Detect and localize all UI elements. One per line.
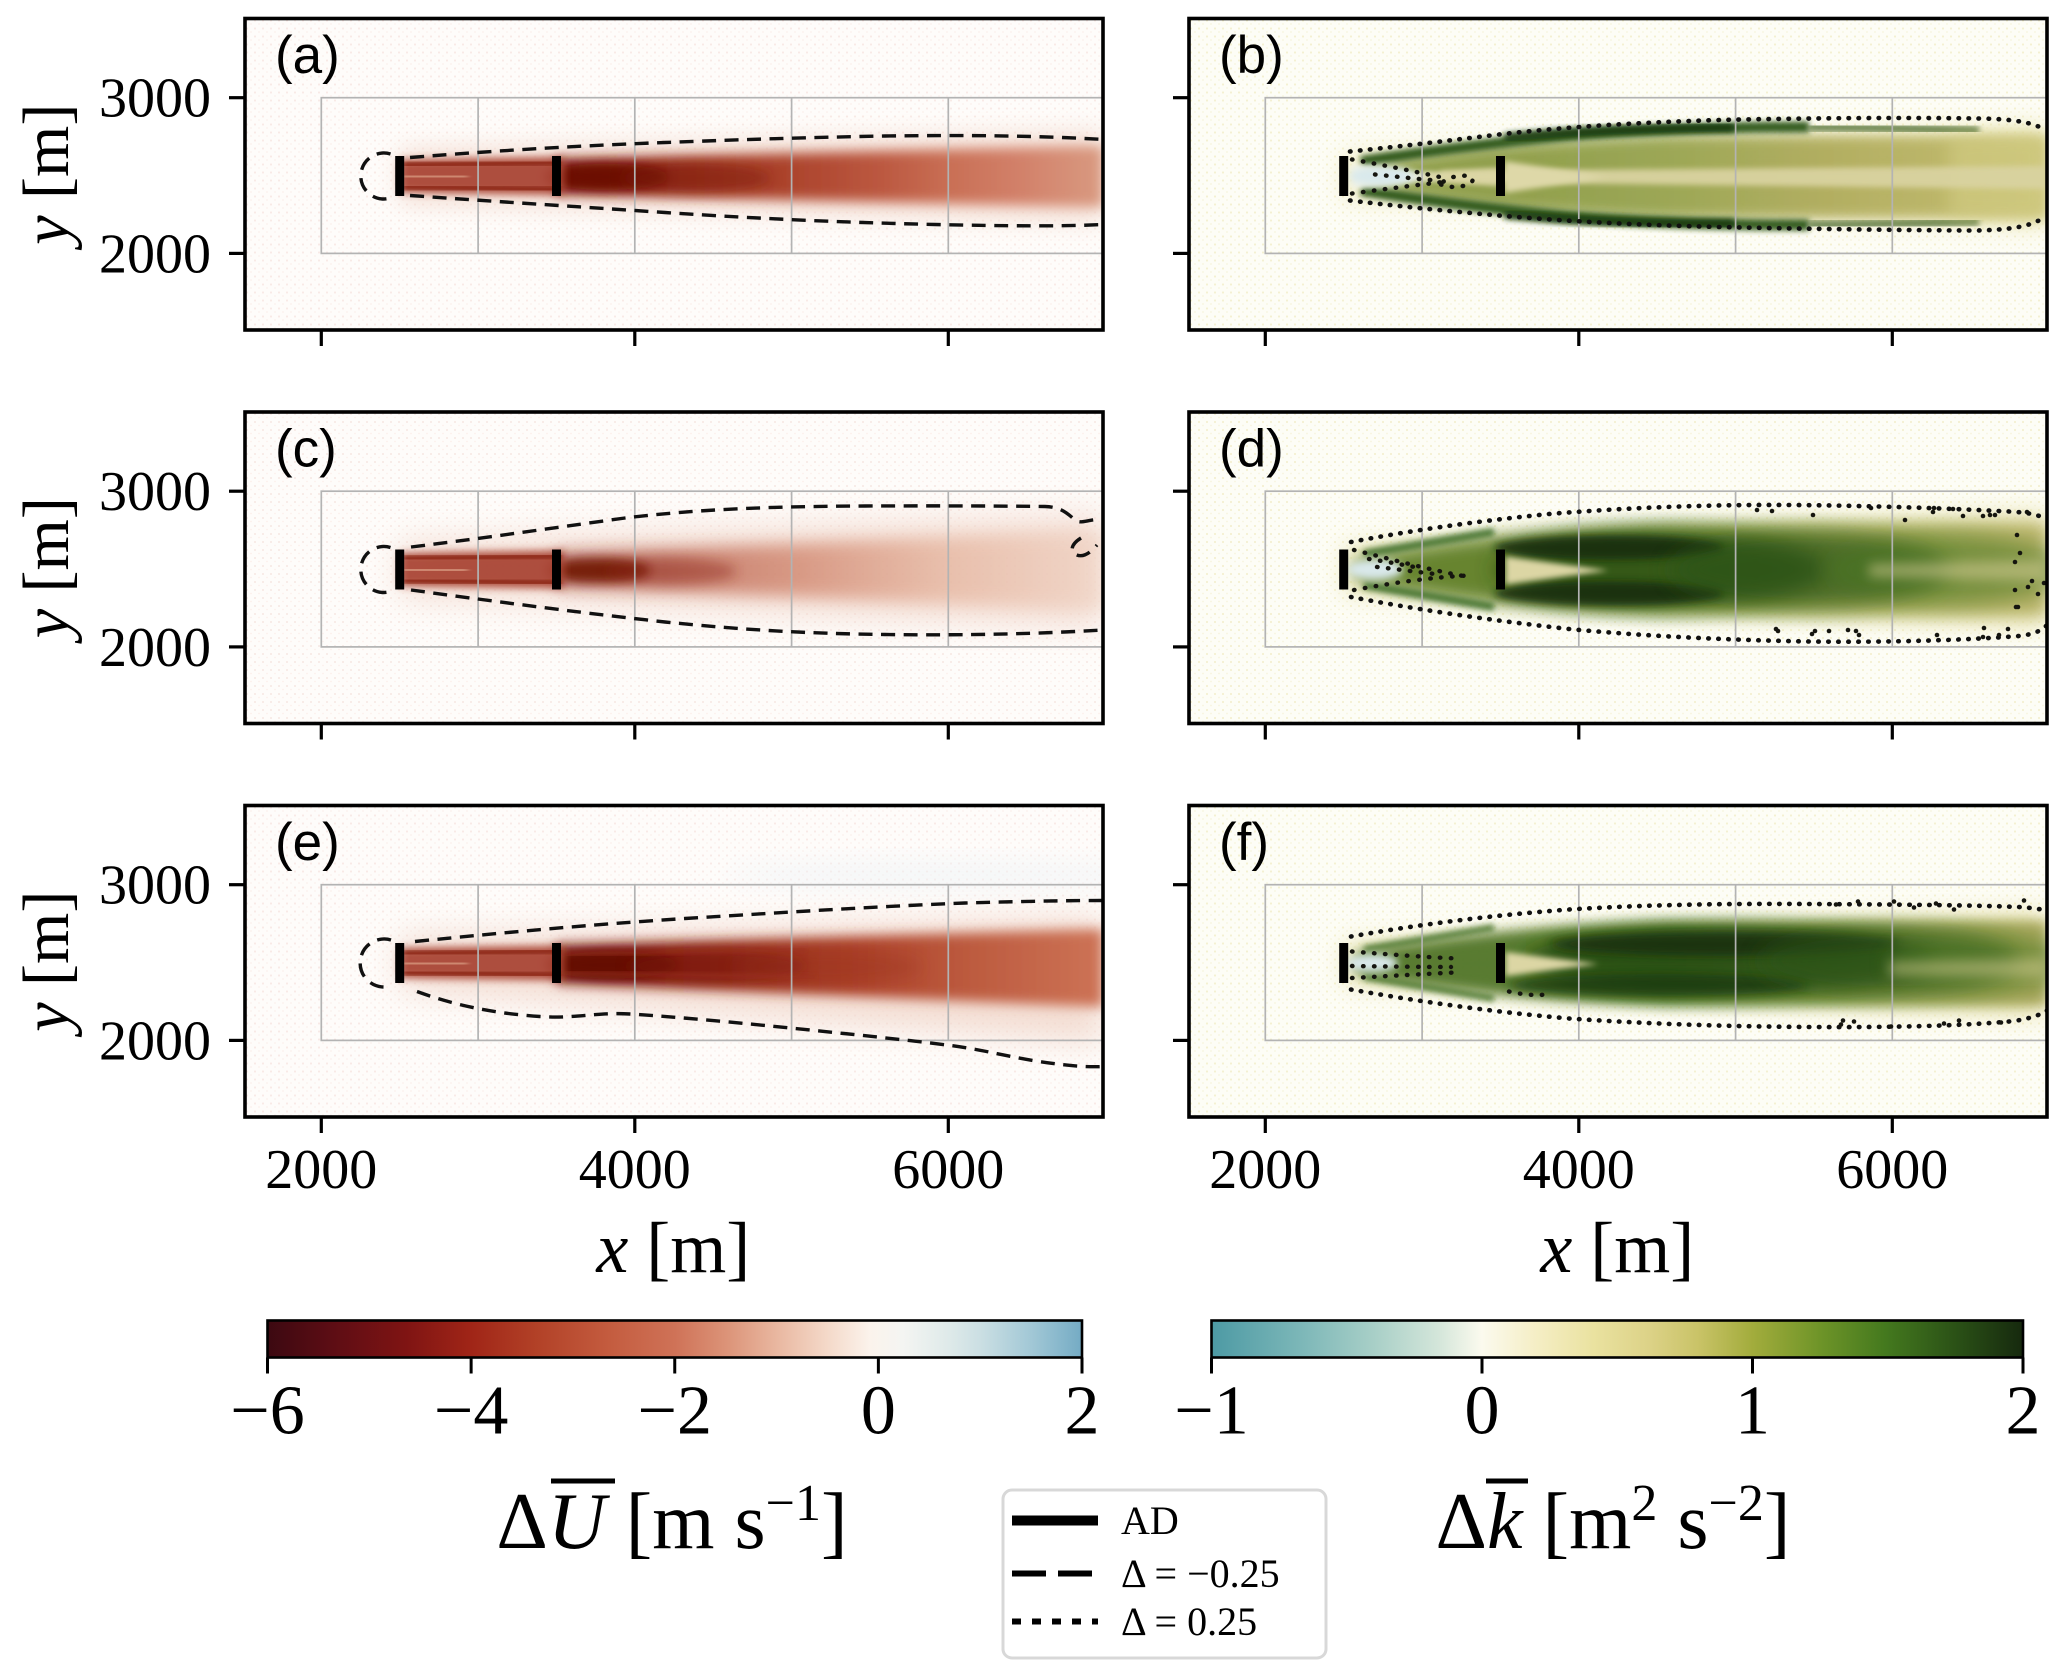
- svg-text:y [m]: y [m]: [10, 891, 83, 1038]
- svg-text:3000: 3000: [99, 855, 211, 917]
- svg-text:4000: 4000: [1523, 1139, 1635, 1201]
- svg-text:ΔU [m s−1]: ΔU [m s−1]: [496, 1475, 847, 1566]
- svg-text:2000: 2000: [99, 1010, 211, 1072]
- svg-text:AD: AD: [1121, 1498, 1179, 1543]
- svg-text:1: 1: [1735, 1373, 1770, 1450]
- svg-text:3000: 3000: [99, 461, 211, 523]
- svg-text:3000: 3000: [99, 68, 211, 130]
- svg-text:y [m]: y [m]: [10, 104, 83, 251]
- svg-text:−4: −4: [434, 1373, 508, 1450]
- svg-text:Δ = −0.25: Δ = −0.25: [1121, 1551, 1280, 1596]
- svg-text:4000: 4000: [579, 1139, 691, 1201]
- svg-text:(f): (f): [1219, 813, 1269, 872]
- svg-text:2000: 2000: [99, 617, 211, 679]
- svg-text:Δ = 0.25: Δ = 0.25: [1121, 1599, 1257, 1644]
- svg-text:(a): (a): [275, 26, 340, 85]
- svg-text:−6: −6: [230, 1373, 304, 1450]
- svg-text:Δk [m2 s−2]: Δk [m2 s−2]: [1436, 1475, 1791, 1566]
- svg-text:0: 0: [861, 1373, 896, 1450]
- svg-text:−1: −1: [1174, 1373, 1248, 1450]
- svg-text:2000: 2000: [99, 223, 211, 285]
- svg-text:2: 2: [1065, 1373, 1100, 1450]
- svg-text:(c): (c): [275, 420, 337, 479]
- svg-text:x [m]: x [m]: [1539, 1208, 1694, 1288]
- svg-text:2000: 2000: [265, 1139, 377, 1201]
- svg-text:2: 2: [2006, 1373, 2041, 1450]
- svg-text:y [m]: y [m]: [10, 497, 83, 644]
- svg-text:0: 0: [1465, 1373, 1500, 1450]
- svg-text:2000: 2000: [1209, 1139, 1321, 1201]
- svg-text:(d): (d): [1219, 420, 1284, 479]
- svg-text:x [m]: x [m]: [595, 1208, 750, 1288]
- svg-text:6000: 6000: [892, 1139, 1004, 1201]
- svg-text:(b): (b): [1219, 26, 1284, 85]
- svg-text:6000: 6000: [1836, 1139, 1948, 1201]
- svg-text:−2: −2: [638, 1373, 712, 1450]
- svg-text:(e): (e): [275, 813, 340, 872]
